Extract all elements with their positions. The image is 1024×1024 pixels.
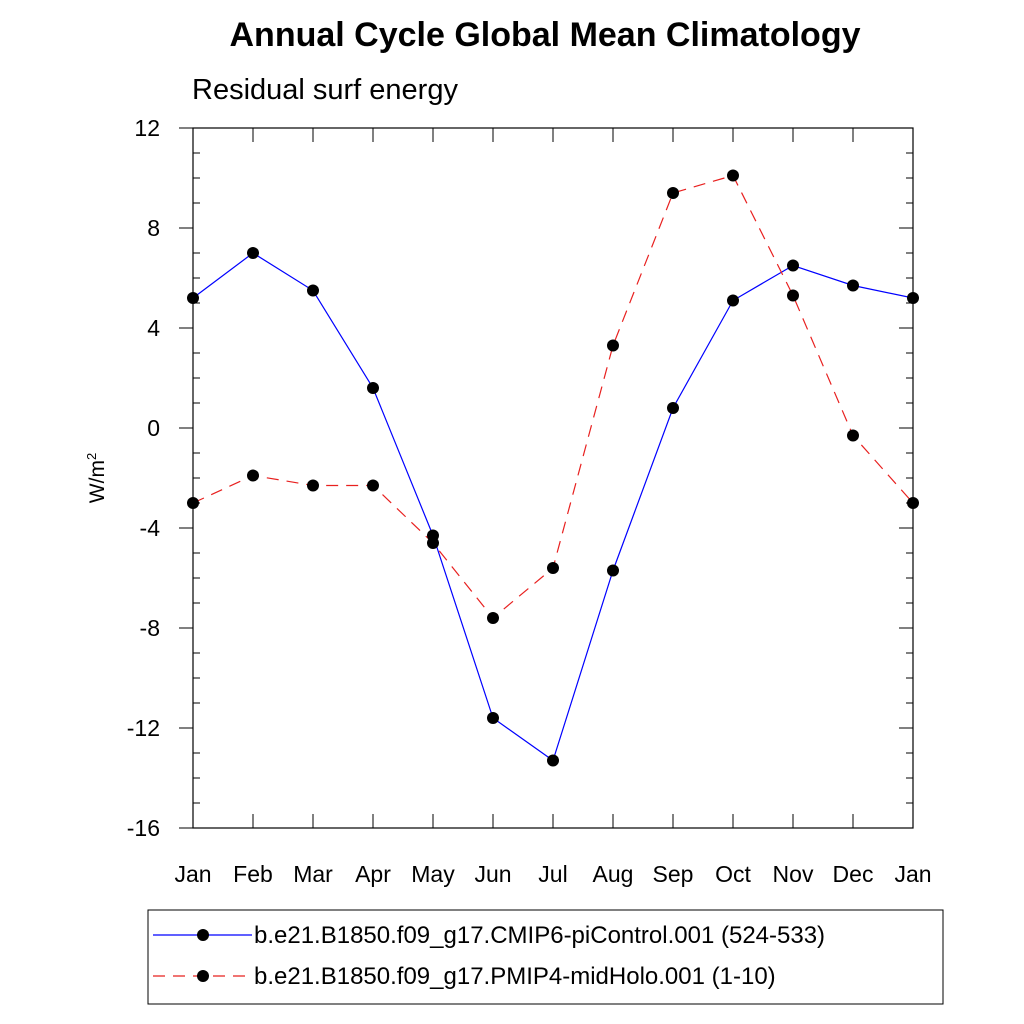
y-tick-label: 4 xyxy=(147,315,160,341)
chart-subtitle: Residual surf energy xyxy=(192,74,458,106)
series-1-point xyxy=(367,382,379,394)
legend: b.e21.B1850.f09_g17.CMIP6-piControl.001 … xyxy=(147,909,944,1005)
legend-marker-series-2 xyxy=(197,970,209,982)
series-1-point xyxy=(847,279,859,292)
ylabel-superscript: 2 xyxy=(84,453,99,460)
legend-label-series-1: b.e21.B1850.f09_g17.CMIP6-piControl.001 … xyxy=(254,922,825,949)
x-tick-label: Apr xyxy=(355,861,391,887)
series-2-line xyxy=(192,174,914,619)
x-tick-label: Dec xyxy=(833,861,874,887)
y-tick-label: -16 xyxy=(127,815,160,841)
x-tick-label: Nov xyxy=(773,861,814,887)
series-1-point xyxy=(547,754,559,767)
x-tick-label: Aug xyxy=(593,861,634,887)
series-2-point xyxy=(727,169,739,182)
x-tick-labels: Jan Feb Mar Apr May Jun Jul Aug Sep Oct Nov Dec Jan xyxy=(174,861,931,887)
series-2-point xyxy=(367,479,379,492)
series-2-point xyxy=(787,289,799,302)
x-tick-label: Feb xyxy=(233,861,273,887)
plot-frame xyxy=(192,127,914,829)
series-2-point xyxy=(187,497,199,509)
y-tick-label: 12 xyxy=(134,115,160,141)
series-1-point xyxy=(727,294,739,307)
series-1-point xyxy=(187,292,199,304)
y-axis-label: W/m2 xyxy=(84,453,109,503)
y-tick-label: -8 xyxy=(140,615,160,641)
ylabel-text: W/m xyxy=(86,460,109,503)
series-1-point xyxy=(307,284,319,297)
x-tick-label: Sep xyxy=(653,861,694,887)
x-tick-label: Jun xyxy=(474,861,511,887)
series-1-line xyxy=(192,252,914,762)
series-2-point xyxy=(847,429,859,442)
series-2-point xyxy=(547,562,559,574)
chart-title: Annual Cycle Global Mean Climatology xyxy=(230,16,861,54)
x-tick-label: Mar xyxy=(293,861,333,887)
series-1-point xyxy=(907,292,919,304)
series-2-point xyxy=(487,612,499,624)
y-tick-label: 8 xyxy=(147,215,160,241)
x-tick-label: Jan xyxy=(894,861,931,887)
legend-label-series-2: b.e21.B1850.f09_g17.PMIP4-midHolo.001 (1… xyxy=(254,963,776,990)
series-2-point xyxy=(427,537,439,549)
series-1-point xyxy=(247,247,259,259)
x-tick-label: May xyxy=(411,861,455,887)
y-tick-label: -12 xyxy=(127,715,160,741)
x-tick-label: Oct xyxy=(715,861,751,887)
series-group xyxy=(187,169,919,767)
series-2-point xyxy=(907,497,919,509)
series-1-point xyxy=(787,259,799,272)
legend-box xyxy=(147,909,944,1005)
x-tick-label: Jan xyxy=(174,861,211,887)
svg-text:W/m2: W/m2 xyxy=(84,453,109,503)
series-1-point xyxy=(667,402,679,414)
y-tick-label: -4 xyxy=(140,515,161,541)
series-1-point xyxy=(607,564,619,577)
series-2-point xyxy=(307,479,319,492)
y-tick-label: 0 xyxy=(147,415,160,441)
legend-marker-series-1 xyxy=(197,929,209,941)
series-2-point xyxy=(247,469,259,482)
series-1-point xyxy=(487,712,499,724)
ticks xyxy=(179,127,914,829)
series-2-point xyxy=(607,339,619,352)
series-2-point xyxy=(667,187,679,199)
x-tick-label: Jul xyxy=(538,861,567,887)
y-tick-labels: 12 8 4 0 -4 -8 -12 -16 xyxy=(127,115,160,841)
